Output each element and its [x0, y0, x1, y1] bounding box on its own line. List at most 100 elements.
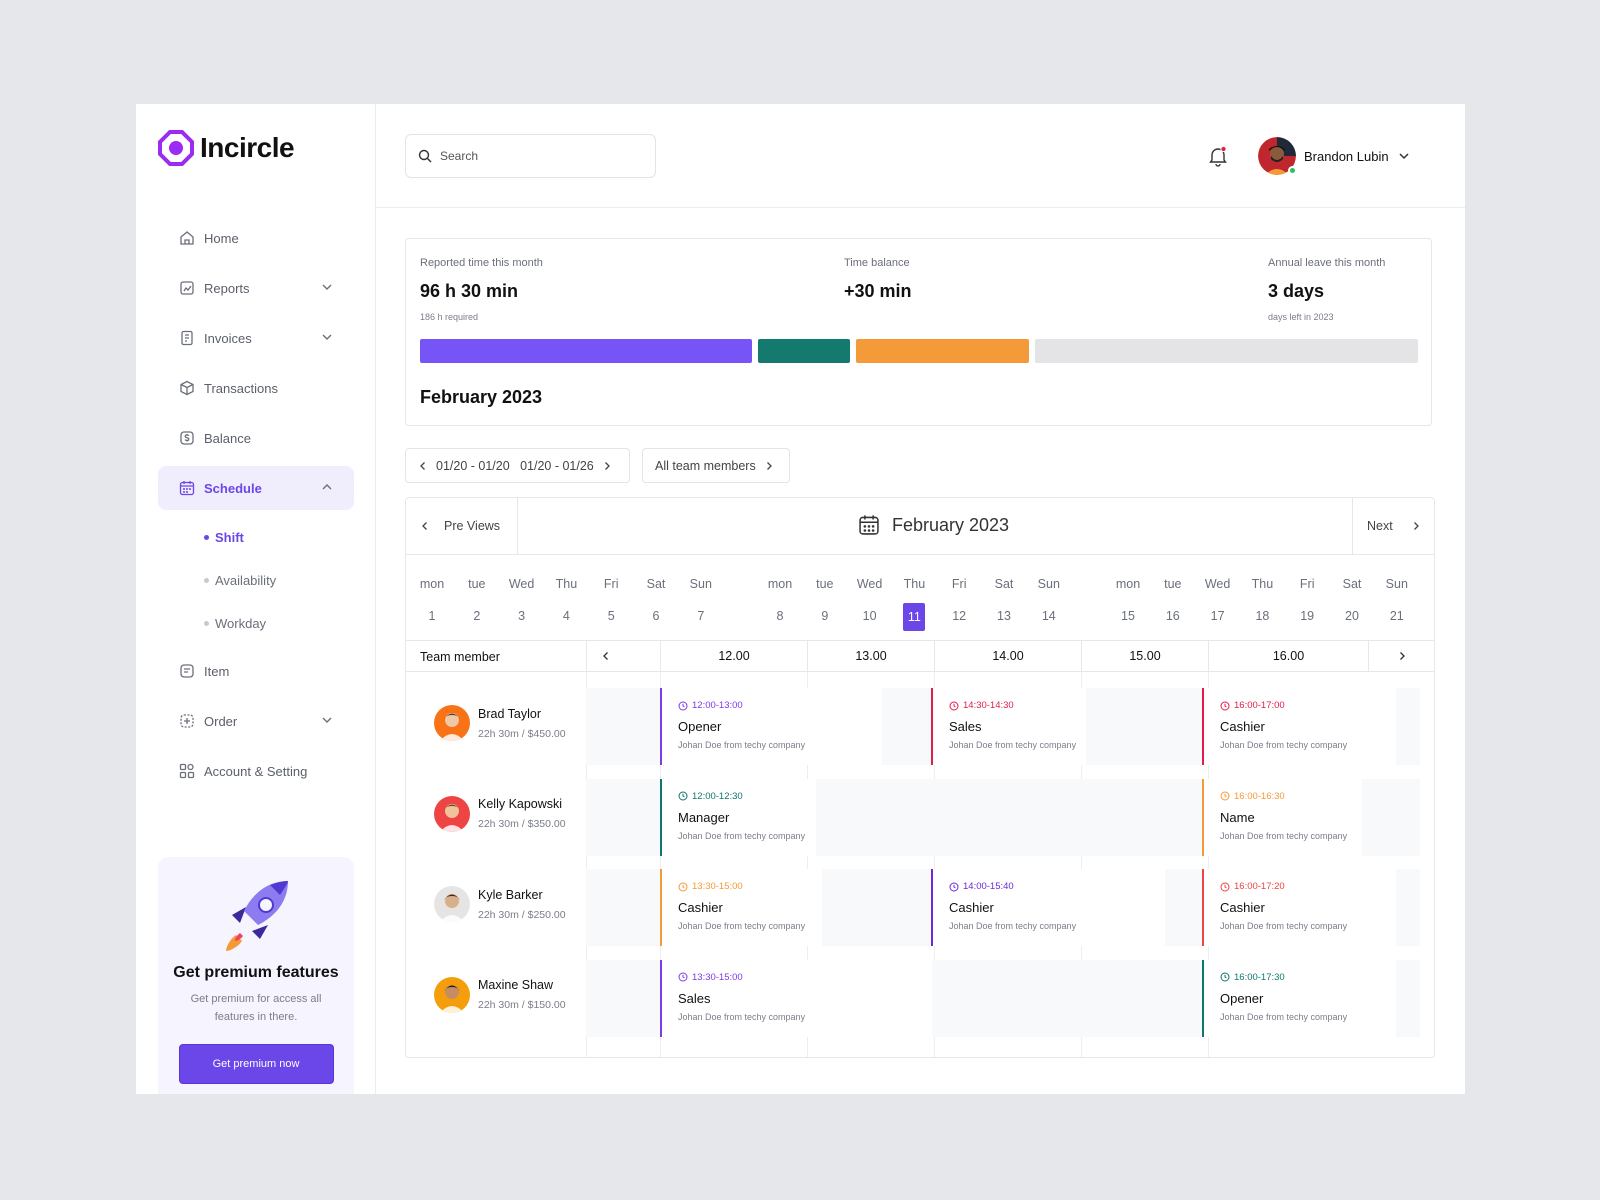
chevron-right-icon[interactable] — [602, 461, 612, 471]
top-bar: Search Brandon Lu — [376, 104, 1465, 208]
logo[interactable]: Incircle — [158, 130, 295, 166]
sidebar-item-item[interactable]: Item — [158, 649, 354, 693]
get-premium-button[interactable]: Get premium now — [178, 1044, 334, 1084]
notification-bell-icon[interactable] — [1206, 144, 1230, 168]
member-name: Brad Taylor — [478, 706, 541, 721]
chevron-right-icon — [1413, 522, 1419, 530]
shift-title: Sales — [678, 990, 711, 1006]
sidebar-item-order[interactable]: Order — [158, 699, 354, 743]
day-name: Fri — [1299, 577, 1315, 591]
day-name: Sun — [689, 577, 712, 591]
subnav-item-availability[interactable]: Availability — [204, 559, 354, 602]
grid-line — [1081, 672, 1082, 1057]
day-name: Wed — [508, 577, 535, 591]
promo-title: Get premium features — [173, 964, 339, 981]
shift-title: Cashier — [949, 900, 994, 915]
schedule-subnav: Shift Availability Workday — [158, 516, 354, 645]
calendar-title-text: February 2023 — [892, 514, 1010, 535]
stat-value: +30 min — [844, 281, 912, 301]
sidebar-item-account-setting[interactable]: Account & Setting — [158, 749, 354, 793]
shift-event[interactable]: 14:30-14:30 Sales Johan Doe from techy com… — [931, 688, 1086, 765]
chevron-left-icon[interactable] — [418, 461, 428, 471]
shift-event[interactable]: 16:00-16:30 Name Johan Doe from techy comp… — [1202, 778, 1362, 856]
subnav-item-workday[interactable]: Workday — [204, 602, 354, 645]
shift-event[interactable]: 16:00-17:00 Cashier Johan Doe from techy c… — [1202, 688, 1396, 765]
shift-event[interactable]: 13:30-15:00 Sales Johan Doe from techy com… — [660, 959, 932, 1037]
member-name: Kyle Barker — [478, 887, 543, 902]
shift-title: Cashier — [678, 900, 723, 915]
day-name: Sat — [646, 577, 666, 591]
member-row: Kyle Barker 22h 30m / $250.00 13:30-15:00 C… — [406, 869, 1434, 946]
sidebar: Incircle Home Reports Invoices Transacti… — [136, 104, 376, 1094]
day-number: 21 — [1389, 609, 1404, 623]
day-number: 1 — [428, 609, 436, 623]
member-timeline-track: 12:00-12:30 Manager Johan Doe from techy c… — [586, 778, 1420, 856]
team-member-column-label: Team member — [420, 650, 500, 664]
grid-line — [586, 672, 587, 1057]
sidebar-item-transactions[interactable]: Transactions — [158, 366, 354, 410]
shift-event[interactable]: 13:30-15:00 Cashier Johan Doe from techy c… — [660, 869, 822, 946]
day-name: Sun — [1385, 577, 1408, 591]
sidebar-item-label: Reports — [204, 280, 250, 296]
previous-button[interactable]: Pre Views — [406, 498, 518, 554]
progress-segment-reported — [420, 339, 752, 363]
avatar — [434, 886, 470, 922]
time-balance-stat: Time balance +30 min — [844, 257, 912, 302]
shift-event[interactable]: 16:00-17:20 Cashier Johan Doe from techy c… — [1202, 869, 1396, 946]
grid-icon — [178, 762, 196, 780]
sidebar-item-schedule[interactable]: Schedule — [158, 466, 354, 510]
user-name: Brandon Lubin — [1304, 148, 1389, 164]
team-member[interactable]: Maxine Shaw 22h 30m / $150.00 — [434, 976, 566, 1013]
next-label: Next — [1367, 519, 1393, 533]
avatar — [434, 976, 470, 1013]
subnav-item-label: Availability — [215, 573, 277, 588]
shift-description: Johan Doe from techy company — [678, 830, 806, 841]
shift-event[interactable]: 12:00-13:00 Opener Johan Doe from techy co… — [660, 688, 882, 765]
reports-icon — [178, 279, 196, 297]
shift-description: Johan Doe from techy company — [949, 921, 1077, 931]
sidebar-item-label: Invoices — [204, 330, 252, 346]
schedule-calendar: Pre Views February 2023 Next mon 1 tue 2 Wed… — [405, 497, 1435, 1058]
previous-label: Pre Views — [444, 519, 501, 533]
stats-month-title: February 2023 — [420, 387, 543, 407]
shift-description: Johan Doe from techy company — [678, 1011, 806, 1022]
day-number: 13 — [997, 609, 1011, 623]
sidebar-item-invoices[interactable]: Invoices — [158, 316, 354, 360]
bullet-icon — [204, 621, 209, 626]
search-input[interactable]: Search — [405, 134, 656, 178]
search-placeholder: Search — [440, 149, 479, 163]
main-content: Search Brandon Lu — [376, 104, 1465, 1094]
sidebar-item-reports[interactable]: Reports — [158, 266, 354, 310]
sidebar-item-home[interactable]: Home — [158, 216, 354, 260]
team-members-filter[interactable]: All team members — [642, 448, 790, 483]
shift-title: Opener — [1220, 990, 1264, 1006]
date-range-filter[interactable]: 01/20 - 01/20 01/20 - 01/26 — [405, 448, 630, 483]
timeline-prev-cell — [586, 641, 660, 671]
shift-event[interactable]: 14:00-15:40 Cashier Johan Doe from techy c… — [931, 869, 1165, 946]
day-name: mon — [767, 577, 793, 591]
shift-time: 16:00-17:00 — [1234, 700, 1285, 711]
subnav-item-shift[interactable]: Shift — [204, 516, 354, 559]
shift-title: Opener — [678, 719, 722, 734]
hour-header: 14.00 — [934, 641, 1081, 671]
chevron-down-icon — [322, 717, 332, 723]
grid-line — [660, 672, 661, 1057]
chevron-right-icon[interactable] — [1397, 651, 1407, 661]
stat-value: 3 days — [1268, 281, 1325, 301]
team-member[interactable]: Kyle Barker 22h 30m / $250.00 — [434, 886, 566, 922]
user-menu[interactable]: Brandon Lubin — [1258, 137, 1411, 175]
day-number: 19 — [1300, 609, 1315, 623]
shift-event[interactable]: 12:00-12:30 Manager Johan Doe from techy c… — [660, 778, 816, 856]
chevron-left-icon[interactable] — [601, 651, 611, 661]
grid-line — [807, 672, 808, 1057]
stat-label: Reported time this month — [420, 257, 543, 269]
shift-event[interactable]: 16:00-17:30 Opener Johan Doe from techy co… — [1202, 959, 1396, 1037]
team-member[interactable]: Brad Taylor 22h 30m / $450.00 — [434, 705, 566, 741]
home-icon — [178, 229, 196, 247]
member-row: Brad Taylor 22h 30m / $450.00 12:00-13:00 O… — [406, 688, 1434, 765]
next-button[interactable]: Next — [1352, 498, 1434, 554]
clock-icon — [678, 701, 688, 710]
sidebar-item-balance[interactable]: Balance — [158, 416, 354, 460]
team-members-label: All team members — [655, 458, 756, 473]
team-member[interactable]: Kelly Kapowski 22h 30m / $350.00 — [434, 795, 566, 832]
